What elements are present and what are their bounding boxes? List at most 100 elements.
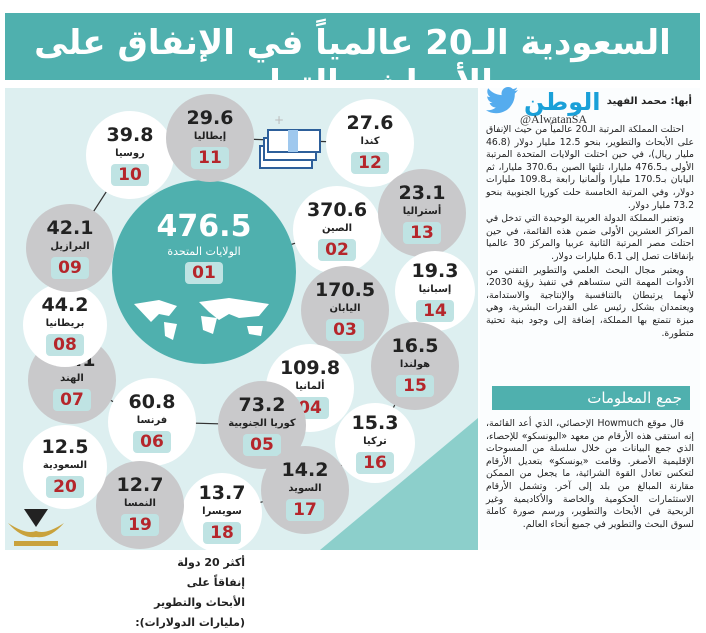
- spending-value: 170.5: [314, 279, 376, 301]
- country-circle: 12.7 النمسا 19: [96, 461, 184, 549]
- country-circle: 39.8 روسيا 10: [86, 111, 174, 199]
- spending-value: 29.6: [186, 107, 234, 129]
- rank-badge: 05: [243, 434, 281, 456]
- twitter-bird-icon: [486, 87, 518, 114]
- paragraph: قال موقع Howmuch الإحصائي، الذي أعد القا…: [486, 418, 694, 530]
- spending-value: 13.7: [198, 482, 246, 504]
- country-name: هولندا: [399, 359, 431, 370]
- country-name: السعودية: [42, 460, 88, 471]
- country-name: إسبانيا: [418, 284, 452, 295]
- country-name: كندا: [360, 136, 380, 147]
- country-circle: 13.7 سويسرا 18: [182, 473, 262, 553]
- paragraph: وتعتبر المملكة الدولة العربية الوحيدة ال…: [486, 213, 694, 262]
- world-map-icon: [134, 298, 269, 340]
- rank-badge: 13: [403, 222, 441, 244]
- twitter-handle: @AlwatanSA: [520, 112, 588, 126]
- svg-text:+: +: [274, 113, 284, 127]
- spending-value: 60.8: [128, 391, 176, 413]
- rank-badge: 08: [46, 334, 84, 356]
- rank-badge: 16: [356, 452, 394, 474]
- country-name: البرازيل: [50, 241, 90, 252]
- country-name: فرنسا: [136, 415, 168, 426]
- country-name: اليابان: [329, 303, 361, 314]
- spending-value: 19.3: [411, 260, 459, 282]
- legend-line: (مليارات الدولارات):: [132, 616, 248, 629]
- country-name: تركيا: [363, 436, 387, 447]
- spending-value: 370.6: [306, 199, 368, 221]
- country-name: سويسرا: [202, 506, 242, 517]
- paragraph: ويعتبر مجال البحث العلمي والتطوير التقني…: [486, 264, 694, 339]
- rank-badge: 11: [191, 147, 229, 169]
- country-name: الهند: [60, 373, 84, 384]
- rank-badge: 19: [121, 514, 159, 536]
- country-name: ألمانيا: [295, 381, 325, 392]
- rank-badge: 15: [396, 375, 434, 397]
- country-circle: 44.2 بريطانيا 08: [23, 283, 107, 367]
- spending-value: 476.5: [156, 209, 252, 244]
- spending-value: 14.2: [281, 459, 329, 481]
- legend-line: الأبحاث والتطوير: [151, 596, 248, 609]
- spending-value: 44.2: [41, 294, 89, 316]
- country-circle: 15.3 تركيا 16: [335, 403, 415, 483]
- country-circle: 370.6 الصين 02: [293, 186, 381, 274]
- country-circle: 16.5 هولندا 15: [371, 322, 459, 410]
- spending-value: 39.8: [106, 124, 154, 146]
- paragraph: احتلت المملكة المرتبة الـ20 عالمياً من ح…: [486, 124, 694, 211]
- country-name: روسيا: [115, 148, 145, 159]
- spending-value: 12.5: [41, 436, 89, 458]
- country-name: الصين: [321, 223, 353, 234]
- rank-badge: 09: [51, 257, 89, 279]
- rank-badge: 02: [318, 239, 356, 261]
- spending-value: 73.2: [238, 394, 286, 416]
- section-heading: جمع المعلومات: [492, 386, 690, 410]
- article-body: احتلت المملكة المرتبة الـ20 عالمياً من ح…: [486, 124, 694, 341]
- country-circle: 170.5 اليابان 03: [301, 266, 389, 354]
- country-circle: 23.1 أستراليا 13: [378, 169, 466, 257]
- spending-value: 15.3: [351, 412, 399, 434]
- article-column: الوطن @AlwatanSA أبها: محمد الفهيد احتلت…: [480, 87, 700, 550]
- rank-badge: 10: [111, 164, 149, 186]
- alwatan-logo: الوطن: [524, 88, 601, 116]
- country-circle: 42.1 البرازيل 09: [26, 204, 114, 292]
- country-name: السويد: [288, 483, 322, 494]
- country-circle: 12.5 السعودية 20: [23, 425, 107, 509]
- country-name: بريطانيا: [45, 318, 85, 329]
- rank-badge: 07: [53, 389, 91, 411]
- money-icon: +: [259, 113, 321, 169]
- spending-value: 16.5: [391, 335, 439, 357]
- country-circle: 14.2 السويد 17: [261, 446, 349, 534]
- rank-badge: 20: [46, 476, 84, 498]
- country-name: إيطاليا: [193, 131, 227, 142]
- rank-badge: 14: [416, 300, 454, 322]
- spending-value: 12.7: [116, 474, 164, 496]
- legend-triangle: [320, 418, 478, 550]
- section-body: قال موقع Howmuch الإحصائي، الذي أعد القا…: [486, 418, 694, 532]
- country-name: النمسا: [124, 498, 156, 509]
- rank-badge: 03: [326, 319, 364, 341]
- country-circle: 476.5 الولايات المتحدة 01: [112, 180, 296, 364]
- country-circle: 19.3 إسبانيا 14: [395, 251, 475, 331]
- rank-badge: 01: [185, 262, 223, 284]
- spending-value: 109.8: [279, 357, 341, 379]
- byline: أبها: محمد الفهيد: [606, 96, 692, 107]
- infographic-area: + 476.5 الولايات المتحدة 01 370.6 الصين 02 170…: [5, 88, 478, 629]
- spending-value: 23.1: [398, 182, 446, 204]
- rank-badge: 17: [286, 499, 324, 521]
- country-name: كوريا الجنوبية: [228, 418, 296, 429]
- country-circle: 27.6 كندا 12: [326, 99, 414, 187]
- rank-badge: 06: [133, 431, 171, 453]
- legend-line: إنفاقاً على: [183, 576, 248, 589]
- country-name: الولايات المتحدة: [167, 245, 241, 258]
- country-circle: 73.2 كوريا الجنوبية 05: [218, 381, 306, 469]
- spending-value: 27.6: [346, 112, 394, 134]
- title-band: السعودية الـ20 عالمياً في الإنفاق على ال…: [5, 13, 700, 103]
- country-circle: 60.8 فرنسا 06: [108, 378, 196, 466]
- country-circle: 29.6 إيطاليا 11: [166, 94, 254, 182]
- spending-value: 42.1: [46, 217, 94, 239]
- legend: أكثر 20 دولة إنفاقاً على الأبحاث والتطوي…: [132, 553, 248, 633]
- country-name: أستراليا: [402, 206, 442, 217]
- watermark-logo: [8, 509, 64, 546]
- rank-badge: 18: [203, 522, 241, 544]
- rank-badge: 12: [351, 152, 389, 174]
- legend-line: أكثر 20 دولة: [174, 556, 248, 569]
